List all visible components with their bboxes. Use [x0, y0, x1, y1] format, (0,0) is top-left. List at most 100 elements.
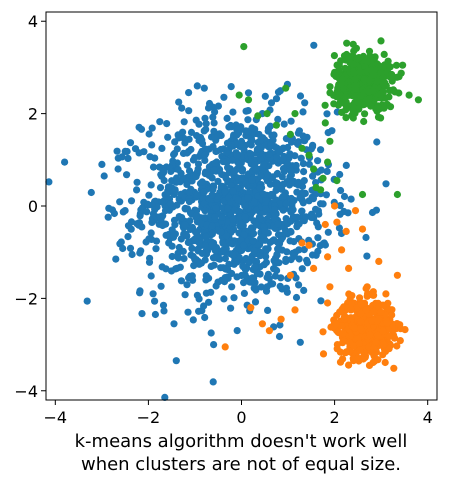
scatter-point-series-1 — [317, 146, 325, 154]
scatter-point-series-1 — [201, 114, 209, 122]
scatter-point-series-1 — [336, 202, 344, 210]
scatter-point-series-2 — [298, 239, 306, 247]
scatter-point-series-1 — [98, 160, 106, 168]
scatter-point-series-2 — [310, 264, 318, 272]
scatter-point-series-1 — [241, 202, 249, 210]
scatter-point-series-3 — [244, 96, 253, 104]
scatter-point-series-1 — [183, 180, 191, 188]
scatter-point-series-1 — [195, 136, 203, 145]
scatter-point-series-3 — [385, 93, 393, 101]
scatter-point-series-1 — [253, 270, 261, 278]
scatter-point-series-1 — [299, 108, 307, 116]
scatter-point-series-1 — [195, 260, 203, 268]
scatter-point-series-1 — [146, 153, 154, 161]
scatter-point-series-2 — [345, 338, 353, 347]
scatter-point-series-1 — [163, 120, 171, 128]
scatter-point-series-2 — [381, 358, 389, 367]
scatter-point-series-2 — [362, 306, 371, 314]
scatter-point-series-3 — [361, 110, 369, 118]
scatter-point-series-1 — [227, 182, 235, 190]
scatter-point-series-2 — [277, 315, 285, 323]
scatter-point-series-1 — [126, 244, 135, 252]
scatter-point-series-1 — [123, 147, 131, 156]
scatter-point-series-1 — [105, 204, 113, 212]
scatter-point-series-1 — [299, 199, 307, 207]
scatter-point-series-1 — [61, 158, 69, 166]
scatter-point-series-1 — [197, 219, 205, 228]
scatter-point-series-1 — [181, 291, 189, 299]
scatter-point-series-1 — [185, 188, 193, 196]
scatter-point-series-1 — [263, 283, 271, 291]
scatter-point-series-1 — [222, 231, 230, 240]
scatter-point-series-1 — [273, 266, 281, 275]
scatter-point-series-3 — [298, 144, 306, 152]
scatter-point-series-2 — [339, 330, 347, 338]
scatter-point-series-1 — [373, 138, 381, 146]
scatter-point-series-1 — [174, 165, 182, 173]
scatter-point-series-3 — [263, 110, 271, 118]
scatter-point-series-1 — [133, 178, 141, 186]
scatter-point-series-1 — [362, 233, 370, 242]
scatter-point-series-1 — [182, 230, 190, 238]
scatter-point-series-1 — [209, 378, 217, 386]
scatter-point-series-1 — [147, 181, 155, 189]
scatter-point-series-1 — [202, 120, 210, 128]
scatter-point-series-1 — [276, 321, 284, 329]
scatter-point-series-1 — [324, 228, 332, 236]
scatter-point-series-1 — [228, 156, 236, 164]
scatter-point-series-1 — [241, 271, 249, 279]
scatter-point-series-1 — [229, 251, 237, 259]
scatter-point-series-2 — [345, 264, 353, 272]
scatter-point-series-1 — [152, 245, 160, 253]
scatter-point-series-1 — [239, 262, 247, 270]
scatter-point-series-1 — [201, 151, 209, 159]
scatter-point-series-1 — [239, 241, 248, 249]
scatter-point-series-1 — [178, 214, 186, 222]
scatter-point-series-1 — [279, 192, 287, 200]
scatter-point-series-2 — [258, 320, 266, 328]
scatter-point-series-1 — [287, 208, 295, 216]
scatter-point-series-1 — [186, 217, 194, 225]
scatter-point-series-1 — [159, 221, 167, 230]
scatter-point-series-1 — [158, 263, 166, 271]
scatter-point-series-3 — [376, 90, 384, 98]
scatter-point-series-1 — [124, 233, 132, 241]
scatter-point-series-1 — [314, 157, 322, 165]
scatter-point-series-1 — [210, 166, 218, 174]
scatter-point-series-1 — [191, 154, 199, 162]
scatter-point-series-1 — [290, 252, 298, 261]
scatter-point-series-2 — [385, 332, 394, 340]
scatter-point-series-1 — [292, 274, 300, 282]
scatter-point-series-1 — [347, 195, 355, 203]
scatter-point-series-3 — [392, 61, 401, 69]
scatter-point-series-2 — [337, 322, 346, 330]
scatter-point-series-1 — [259, 190, 268, 198]
scatter-point-series-1 — [149, 290, 157, 298]
scatter-point-series-1 — [253, 145, 261, 153]
scatter-point-series-2 — [358, 225, 367, 233]
scatter-point-series-1 — [307, 145, 315, 153]
scatter-point-series-3 — [272, 121, 280, 129]
scatter-point-series-1 — [275, 148, 284, 156]
scatter-point-series-1 — [292, 161, 300, 170]
scatter-point-series-1 — [137, 125, 146, 133]
scatter-point-series-1 — [225, 193, 233, 202]
scatter-point-series-2 — [291, 306, 299, 314]
scatter-point-series-1 — [230, 168, 238, 176]
scatter-point-series-1 — [233, 125, 241, 133]
scatter-point-series-1 — [271, 205, 279, 214]
scatter-point-series-3 — [381, 61, 389, 69]
scatter-point-series-1 — [262, 245, 270, 253]
scatter-point-series-1 — [175, 134, 183, 142]
scatter-point-series-1 — [210, 341, 218, 349]
scatter-point-series-2 — [339, 355, 347, 363]
scatter-point-series-3 — [350, 69, 358, 77]
scatter-point-series-1 — [225, 123, 233, 131]
scatter-point-series-1 — [205, 298, 213, 306]
scatter-point-series-1 — [287, 178, 296, 186]
scatter-point-series-1 — [267, 99, 276, 107]
scatter-point-series-2 — [326, 283, 334, 291]
scatter-point-series-3 — [342, 114, 350, 122]
scatter-point-series-3 — [360, 117, 368, 126]
scatter-point-series-1 — [342, 161, 350, 169]
